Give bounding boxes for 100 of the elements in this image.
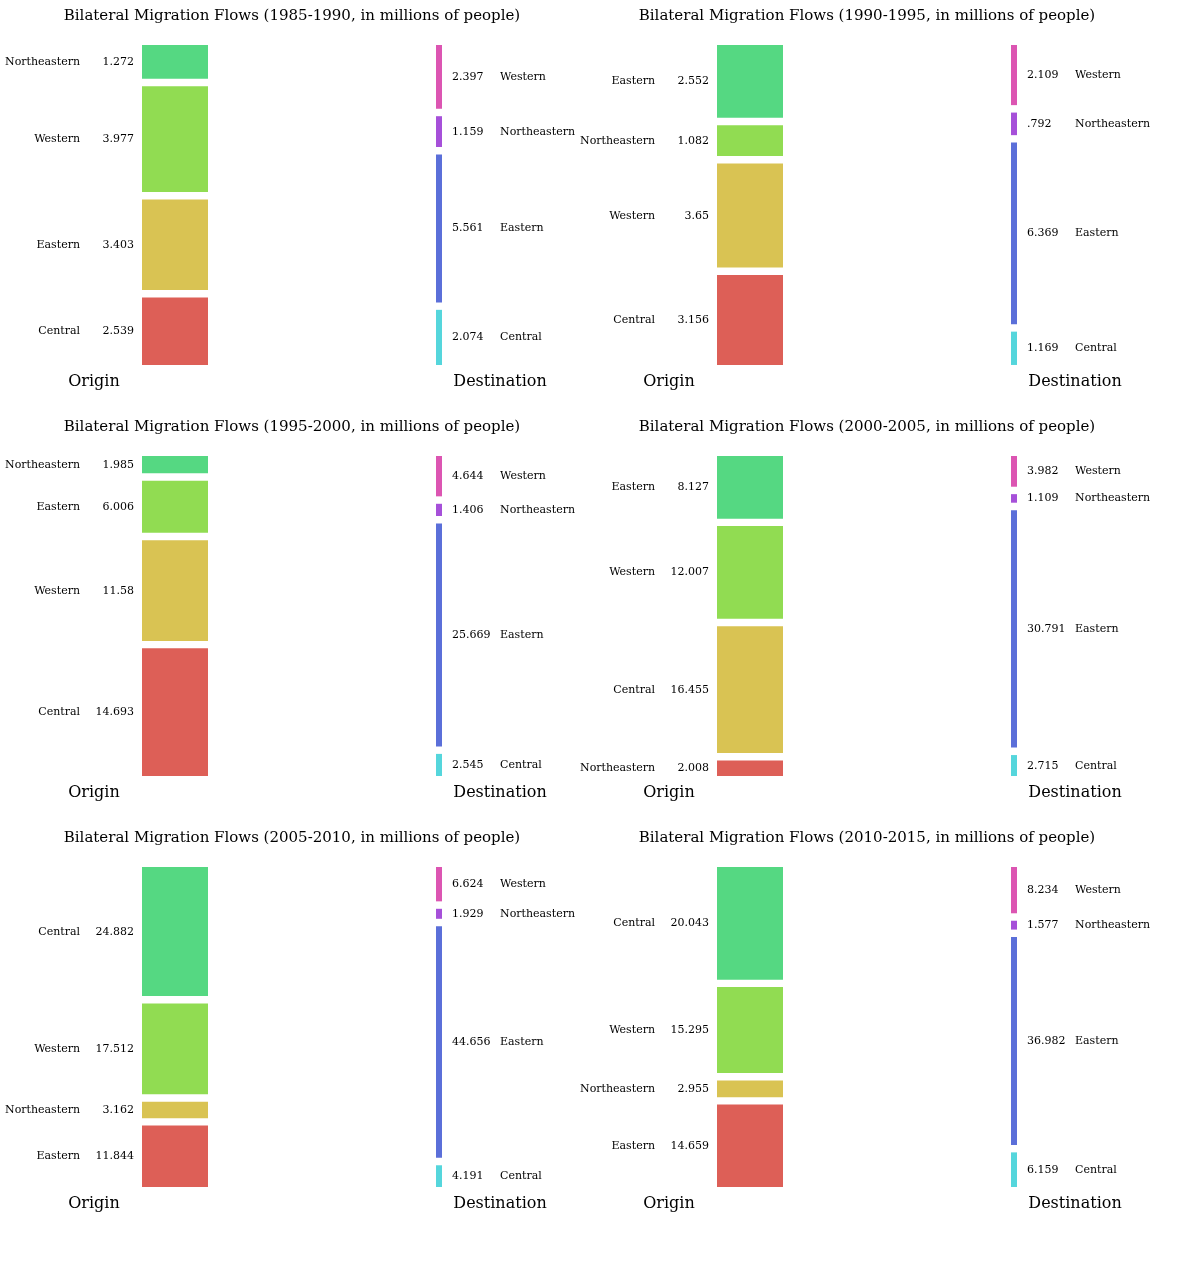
category-label: Central: [500, 330, 543, 344]
category-label: Northeastern: [580, 133, 655, 147]
category-label: Eastern: [500, 221, 544, 235]
category-label: Central: [500, 1169, 543, 1183]
data-label: 5.561: [452, 221, 484, 235]
category-label: Eastern: [611, 1138, 655, 1152]
text: Bilateral Migration Flows (1985-1990, in millions of people): [63, 6, 521, 24]
category-label: Western: [500, 877, 546, 891]
data-label: 25.669: [452, 627, 491, 641]
category-label: Northeastern: [580, 761, 655, 775]
data-label: 30.791: [1027, 621, 1066, 635]
category-label: Central: [613, 916, 656, 930]
data-label: 2.545: [452, 757, 484, 771]
category-label: Eastern: [611, 480, 655, 494]
category-label: Western: [1075, 68, 1121, 82]
data-label: 2.074: [452, 330, 484, 344]
text: Destination: [1028, 1193, 1122, 1212]
text: Origin: [643, 1193, 695, 1212]
data-label: 2.955: [677, 1081, 709, 1095]
category-label: Northeastern: [1075, 918, 1150, 932]
category-label: Eastern: [500, 627, 544, 641]
data-label: 6.369: [1027, 226, 1059, 240]
data-label: 4.191: [452, 1169, 484, 1183]
data-label: 11.58: [102, 583, 134, 597]
data-label: 12.007: [670, 565, 709, 579]
data-label: 3.403: [102, 237, 134, 251]
data-label: 14.693: [95, 705, 134, 719]
category-label: Western: [500, 69, 546, 83]
category-label: Eastern: [500, 1035, 544, 1049]
category-label: Western: [609, 1023, 655, 1037]
category-label: Eastern: [611, 74, 655, 88]
data-label: 20.043: [670, 916, 709, 930]
category-label: Eastern: [36, 237, 80, 251]
category-label: Central: [1075, 758, 1118, 772]
data-label: 3.977: [102, 132, 134, 146]
category-label: Northeastern: [580, 1081, 655, 1095]
data-label: 2.008: [677, 761, 709, 775]
data-label: 1.929: [452, 906, 484, 920]
text: Bilateral Migration Flows (2010-2015, in millions of people): [638, 828, 1096, 846]
text: Destination: [1028, 371, 1122, 390]
category-label: Western: [34, 583, 80, 597]
data-label: 36.982: [1027, 1033, 1066, 1047]
category-label: Eastern: [36, 499, 80, 513]
category-label: Western: [609, 208, 655, 222]
data-label: 3.162: [102, 1102, 134, 1116]
data-label: 2.539: [102, 324, 134, 338]
category-label: Western: [34, 132, 80, 146]
category-label: Eastern: [36, 1149, 80, 1163]
data-label: 1.272: [102, 54, 134, 68]
data-label: 44.656: [452, 1035, 491, 1049]
category-label: Eastern: [1075, 1033, 1119, 1047]
category-label: Western: [500, 469, 546, 483]
category-label: Central: [613, 313, 656, 327]
text: Destination: [453, 782, 547, 801]
text: Bilateral Migration Flows (2000-2005, in millions of people): [638, 417, 1096, 435]
text: Destination: [1028, 782, 1122, 801]
category-label: Central: [38, 705, 81, 719]
data-label: 8.127: [677, 480, 709, 494]
category-label: Central: [500, 757, 543, 771]
category-label: Northeastern: [5, 1102, 80, 1116]
data-label: 11.844: [95, 1149, 134, 1163]
data-label: 1.985: [102, 457, 134, 471]
data-label: 1.159: [452, 124, 484, 138]
data-label: 2.109: [1027, 68, 1059, 82]
category-label: Central: [38, 324, 81, 338]
category-label: Northeastern: [500, 502, 575, 516]
category-label: Western: [1075, 464, 1121, 478]
text: Destination: [453, 371, 547, 390]
category-label: Eastern: [1075, 226, 1119, 240]
data-label: 3.65: [684, 208, 709, 222]
category-label: Central: [38, 924, 81, 938]
data-label: 3.156: [677, 313, 709, 327]
data-label: 2.715: [1027, 758, 1059, 772]
text: Origin: [68, 1193, 120, 1212]
category-label: Western: [609, 565, 655, 579]
category-label: Central: [613, 682, 656, 696]
data-label: 2.552: [677, 74, 709, 88]
category-label: Northeastern: [1075, 116, 1150, 130]
data-label: 6.624: [452, 877, 484, 891]
text: Origin: [643, 371, 695, 390]
category-label: Northeastern: [500, 124, 575, 138]
data-label: 24.882: [95, 924, 134, 938]
data-label: 1.169: [1027, 341, 1059, 355]
data-label: 1.406: [452, 502, 484, 516]
data-label: 4.644: [452, 469, 484, 483]
data-label: 1.109: [1027, 491, 1059, 505]
text: Bilateral Migration Flows (1990-1995, in millions of people): [638, 6, 1096, 24]
data-label: 6.006: [102, 499, 134, 513]
category-label: Northeastern: [500, 906, 575, 920]
data-label: 1.082: [677, 133, 709, 147]
text: Origin: [68, 782, 120, 801]
category-label: Eastern: [1075, 621, 1119, 635]
data-label: 6.159: [1027, 1162, 1059, 1176]
category-label: Central: [1075, 341, 1118, 355]
text: Destination: [453, 1193, 547, 1212]
category-label: Western: [1075, 883, 1121, 897]
category-label: Western: [34, 1041, 80, 1055]
category-label: Central: [1075, 1162, 1118, 1176]
text: Bilateral Migration Flows (2005-2010, in millions of people): [63, 828, 521, 846]
category-label: Northeastern: [5, 54, 80, 68]
